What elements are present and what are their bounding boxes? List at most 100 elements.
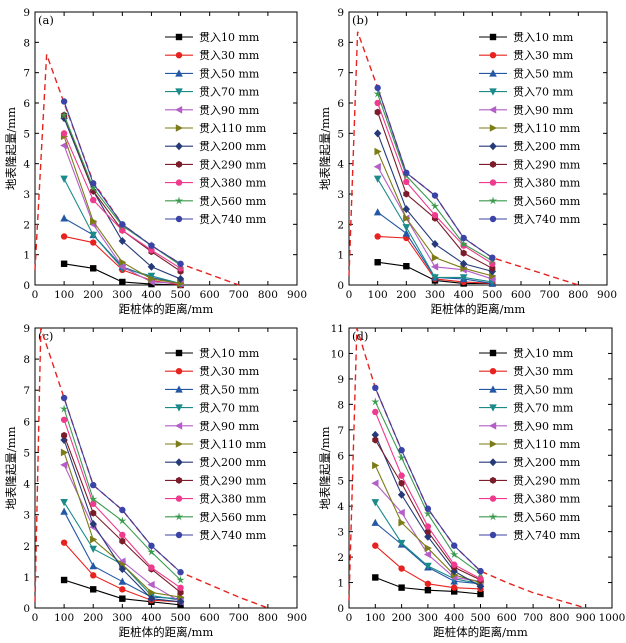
legend-marker <box>175 495 183 502</box>
data-point <box>371 430 379 439</box>
legend-label: 贯入380 mm <box>513 493 581 506</box>
series-line <box>377 87 493 259</box>
legend-marker <box>489 106 497 114</box>
panel-label: (a) <box>38 13 54 27</box>
data-point <box>177 279 185 288</box>
data-point <box>61 431 68 439</box>
data-point <box>147 580 155 589</box>
x-tick-label: 0 <box>32 289 39 301</box>
series-group <box>59 404 185 584</box>
data-point <box>398 446 405 454</box>
series-line <box>377 102 493 265</box>
data-point <box>424 544 432 552</box>
y-tick-label: 1 <box>23 572 30 584</box>
data-point <box>397 539 406 548</box>
legend-marker <box>175 33 183 41</box>
legend-label: 贯入560 mm <box>513 195 581 208</box>
data-point <box>60 461 68 469</box>
legend-label: 贯入90 mm <box>513 104 574 117</box>
data-point <box>371 499 380 507</box>
panel-label: (c) <box>38 329 53 343</box>
plot-frame <box>348 11 608 286</box>
legend-marker <box>175 368 183 375</box>
legend-label: 贯入90 mm <box>199 104 260 117</box>
data-point <box>477 567 484 575</box>
data-point <box>59 404 69 413</box>
series-group <box>60 98 184 267</box>
legend-marker <box>489 531 497 539</box>
data-point <box>119 506 126 514</box>
legend-marker <box>489 215 497 223</box>
legend-label: 贯入30 mm <box>199 49 260 62</box>
data-point <box>177 569 184 576</box>
data-point <box>373 89 382 98</box>
legend-marker <box>175 385 183 393</box>
series-group <box>60 114 185 283</box>
legend: 贯入10 mm 贯入30 mm 贯入50 mm 贯入70 mm 贯入90 mm 贯入110… <box>165 347 267 542</box>
y-tick-label: 1 <box>337 250 344 262</box>
data-point <box>176 274 185 283</box>
legend-label: 贯入290 mm <box>199 158 267 171</box>
legend-label: 贯入10 mm <box>513 31 574 44</box>
data-point <box>489 272 497 280</box>
data-point <box>89 545 98 553</box>
legend-marker <box>175 422 183 430</box>
data-point <box>397 508 405 517</box>
x-tick-label: 100 <box>54 612 74 624</box>
data-point <box>147 547 156 556</box>
series-group <box>60 141 184 288</box>
legend-marker <box>489 368 497 375</box>
x-tick-label: 500 <box>482 289 502 301</box>
data-point <box>90 180 97 187</box>
x-tick-label: 600 <box>200 612 220 624</box>
data-point <box>60 175 68 183</box>
series-group <box>61 111 184 275</box>
data-point <box>148 588 156 597</box>
legend-label: 贯入560 mm <box>513 511 581 524</box>
legend-label: 贯入380 mm <box>199 177 267 190</box>
legend-label: 贯入290 mm <box>513 158 581 171</box>
legend-label: 贯入70 mm <box>199 402 260 415</box>
data-point <box>403 262 410 270</box>
y-tick-label: 0 <box>23 603 30 615</box>
data-point <box>372 542 379 549</box>
x-tick-label: 700 <box>229 289 249 301</box>
legend-label: 贯入560 mm <box>199 195 267 208</box>
data-point <box>476 582 485 591</box>
y-tick-label: 6 <box>337 98 344 110</box>
data-point <box>373 208 382 216</box>
x-tick-label: 200 <box>396 289 416 301</box>
data-point <box>119 278 126 286</box>
data-point <box>177 588 184 596</box>
legend-marker <box>175 88 183 96</box>
data-point <box>423 509 433 518</box>
legend: 贯入10 mm 贯入30 mm 贯入50 mm 贯入70 mm 贯入90 mm 贯入110… <box>479 31 581 226</box>
legend-marker <box>174 196 184 205</box>
legend-marker <box>489 33 497 41</box>
y-tick-label: 3 <box>23 189 30 201</box>
x-tick-label: 800 <box>568 289 588 301</box>
legend-label: 贯入380 mm <box>513 177 581 190</box>
legend-marker <box>175 179 183 186</box>
data-point <box>398 584 405 591</box>
legend-label: 贯入30 mm <box>513 49 574 62</box>
x-tick-label: 400 <box>141 612 161 624</box>
x-tick-label: 200 <box>83 612 103 624</box>
data-point <box>118 263 126 271</box>
y-tick-label: 7 <box>23 385 30 397</box>
data-point <box>372 574 379 581</box>
data-point <box>402 224 411 232</box>
y-tick-label: 5 <box>23 447 30 459</box>
y-tick-label: 3 <box>23 510 30 522</box>
data-point <box>372 408 379 416</box>
data-point <box>60 141 68 150</box>
legend-label: 贯入200 mm <box>199 456 267 469</box>
y-tick-label: 4 <box>337 501 344 513</box>
legend-label: 贯入110 mm <box>199 438 267 451</box>
data-point <box>177 584 184 591</box>
series-group <box>60 448 185 601</box>
legend-marker <box>489 404 497 412</box>
series-group <box>60 436 185 606</box>
y-axis-label: 地表隆起量/mm <box>318 107 332 190</box>
data-point <box>460 249 467 257</box>
